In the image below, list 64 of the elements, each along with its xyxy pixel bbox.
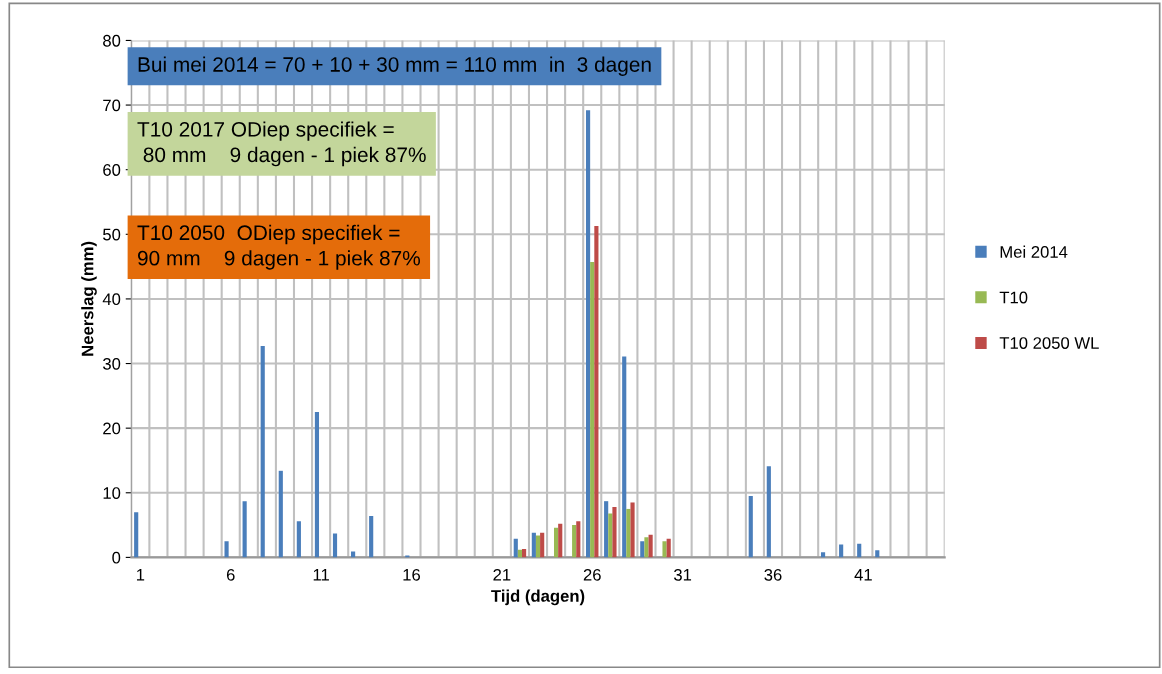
y-tick-label: 0 xyxy=(112,551,121,564)
bar xyxy=(590,262,595,558)
x-tick-label: 31 xyxy=(673,568,692,581)
x-tick-label: 11 xyxy=(313,569,329,581)
bar xyxy=(857,543,862,558)
bar xyxy=(648,534,653,558)
x-tick-label: 26 xyxy=(583,568,601,581)
bar xyxy=(576,521,581,558)
annotation: T10 2017 ODiep specifiek = 80 mm 9 dagen - 1 piek 87% xyxy=(137,121,426,167)
x-tick-label: 41 xyxy=(854,569,872,581)
bar xyxy=(558,523,563,558)
x-tick-label: 36 xyxy=(764,568,782,581)
bar xyxy=(242,501,247,558)
y-tick-label: 80 xyxy=(103,34,121,47)
bar xyxy=(594,225,599,558)
x-tick-label: 6 xyxy=(226,568,235,581)
bar xyxy=(535,535,541,558)
bar xyxy=(644,537,649,558)
legend-label: T10 2050 WL xyxy=(999,337,1099,349)
y-tick-label: 30 xyxy=(102,357,121,370)
bar xyxy=(612,506,617,558)
bar xyxy=(531,532,536,558)
bar xyxy=(296,521,301,558)
bar xyxy=(540,532,545,558)
x-tick-label: 1 xyxy=(136,569,145,581)
y-tick-label: 10 xyxy=(103,487,121,499)
legend-label: T10 xyxy=(999,291,1028,304)
bar xyxy=(766,466,771,558)
y-tick-label: 50 xyxy=(103,228,121,241)
x-tick-label: 21 xyxy=(493,568,511,581)
y-tick-label: 70 xyxy=(103,99,121,112)
bar xyxy=(260,346,265,558)
annotation: Bui mei 2014 = 70 + 10 + 30 mm = 110 mm in 3 dagen xyxy=(138,56,651,76)
x-axis-title: Tijd (dagen) xyxy=(491,589,585,606)
bar xyxy=(522,549,527,558)
bar xyxy=(604,501,609,558)
bar xyxy=(662,541,667,558)
bar xyxy=(875,550,880,558)
bar xyxy=(554,527,559,558)
bar xyxy=(513,538,518,558)
y-axis-title: Neerslag (mm) xyxy=(81,241,97,356)
bar xyxy=(666,538,671,558)
y-tick-label: 40 xyxy=(102,293,121,306)
bar xyxy=(278,470,283,558)
x-tick-label: 16 xyxy=(403,568,421,581)
y-tick-label: 60 xyxy=(103,164,121,176)
bar xyxy=(586,110,591,558)
bar xyxy=(622,356,627,558)
bar xyxy=(314,412,320,558)
y-tick-label: 20 xyxy=(103,422,121,435)
bar xyxy=(608,513,613,558)
bar xyxy=(572,525,577,558)
bar xyxy=(820,552,826,558)
bar xyxy=(134,512,139,558)
bar xyxy=(626,508,631,558)
bar xyxy=(839,544,844,558)
bar xyxy=(369,516,374,558)
legend-label: Mei 2014 xyxy=(1000,245,1068,258)
bar xyxy=(224,541,229,558)
bar xyxy=(640,541,645,558)
annotation: T10 2050 ODiep specifiek = 90 mm 9 dagen - 1 piek 87% xyxy=(137,224,420,270)
bar xyxy=(630,502,635,558)
bar xyxy=(748,496,753,558)
bar xyxy=(332,533,338,558)
